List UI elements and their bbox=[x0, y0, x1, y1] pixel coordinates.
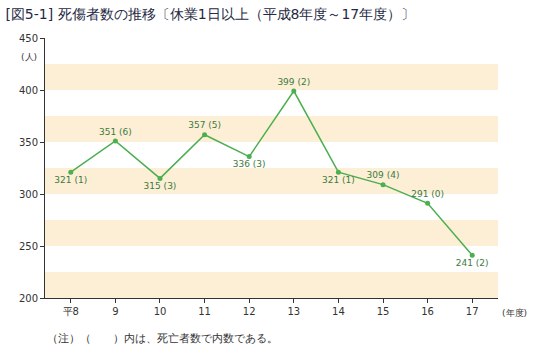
svg-text:450: 450 bbox=[19, 33, 38, 44]
svg-text:17: 17 bbox=[466, 306, 479, 317]
svg-text:平8: 平8 bbox=[63, 306, 79, 317]
svg-text:16: 16 bbox=[421, 306, 434, 317]
svg-text:315 (3): 315 (3) bbox=[144, 181, 177, 191]
svg-text:13: 13 bbox=[287, 306, 300, 317]
svg-text:291 (0): 291 (0) bbox=[411, 189, 444, 199]
svg-text:351 (6): 351 (6) bbox=[99, 127, 132, 137]
svg-text:(人): (人) bbox=[21, 52, 37, 62]
svg-text:11: 11 bbox=[198, 306, 211, 317]
svg-text:321 (1): 321 (1) bbox=[54, 175, 87, 185]
svg-text:250: 250 bbox=[19, 241, 38, 252]
svg-text:336 (3): 336 (3) bbox=[233, 159, 266, 169]
svg-text:9: 9 bbox=[112, 306, 118, 317]
svg-text:309 (4): 309 (4) bbox=[367, 170, 400, 180]
svg-text:[図5-1] 死傷者数の推移〔休業1日以上（平成8年度～17: [図5-1] 死傷者数の推移〔休業1日以上（平成8年度～17年度）〕 bbox=[5, 6, 415, 22]
svg-text:200: 200 bbox=[19, 293, 38, 304]
svg-text:300: 300 bbox=[19, 189, 38, 200]
svg-text:241 (2): 241 (2) bbox=[456, 258, 489, 268]
svg-text:399 (2): 399 (2) bbox=[277, 77, 310, 87]
svg-text:10: 10 bbox=[154, 306, 167, 317]
svg-text:357 (5): 357 (5) bbox=[188, 120, 221, 130]
svg-text:400: 400 bbox=[19, 85, 38, 96]
svg-text:350: 350 bbox=[19, 137, 38, 148]
svg-text:321 (1): 321 (1) bbox=[322, 175, 355, 185]
svg-text:12: 12 bbox=[243, 306, 256, 317]
svg-text:（注）（ ）内は、死亡者数で内数である。: （注）（ ）内は、死亡者数で内数である。 bbox=[47, 332, 278, 345]
svg-text:(年度): (年度) bbox=[502, 308, 527, 318]
svg-text:15: 15 bbox=[377, 306, 390, 317]
svg-text:14: 14 bbox=[332, 306, 345, 317]
